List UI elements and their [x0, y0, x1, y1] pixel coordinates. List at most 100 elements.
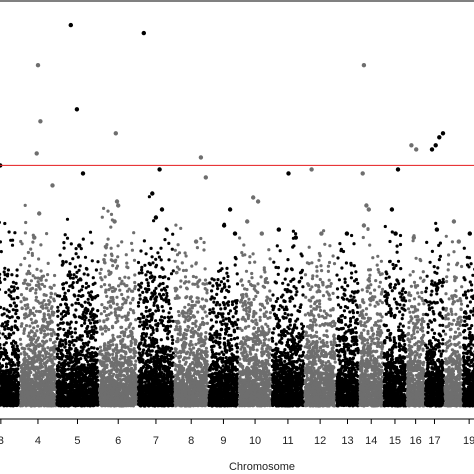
snp-point — [2, 347, 6, 351]
snp-point — [132, 390, 136, 394]
snp-point — [120, 240, 124, 244]
snp-point — [23, 353, 27, 357]
snp-point — [115, 393, 119, 397]
snp-point — [106, 403, 110, 407]
snp-point — [116, 255, 120, 259]
snp-point — [19, 324, 23, 328]
snp-point — [108, 300, 112, 304]
snp-point — [46, 332, 50, 336]
snp-point — [73, 327, 77, 331]
snp-point — [36, 336, 41, 340]
snp-point — [71, 371, 75, 375]
snp-point — [43, 284, 47, 288]
snp-point — [2, 312, 6, 316]
snp-point — [26, 250, 30, 255]
snp-point — [31, 311, 35, 315]
snp-point — [22, 350, 26, 354]
snp-point — [86, 273, 90, 277]
snp-point — [44, 293, 48, 297]
snp-point — [87, 318, 91, 322]
snp-point — [61, 386, 65, 390]
snp-point — [125, 389, 129, 393]
snp-point — [101, 381, 105, 385]
snp-point — [0, 353, 3, 357]
snp-point — [33, 386, 37, 390]
snp-point — [79, 357, 83, 361]
snp-point — [112, 372, 116, 376]
snp-point — [127, 347, 131, 351]
snp-point — [27, 395, 31, 399]
snp-point — [96, 383, 100, 387]
snp-point — [109, 364, 113, 368]
snp-point — [11, 404, 15, 408]
snp-point — [30, 321, 34, 325]
snp-point — [28, 264, 32, 268]
snp-point — [140, 271, 144, 275]
snp-point — [15, 344, 19, 348]
snp-point — [62, 380, 66, 384]
snp-point — [103, 324, 107, 328]
snp-point — [64, 303, 69, 307]
snp-point — [75, 354, 79, 358]
snp-point — [39, 331, 43, 335]
snp-point — [66, 400, 70, 404]
snp-point — [58, 294, 62, 298]
snp-point — [27, 385, 31, 389]
snp-point — [3, 273, 7, 277]
snp-point — [49, 295, 53, 299]
snp-point — [36, 367, 40, 372]
snp-point — [83, 300, 87, 304]
snp-point — [14, 308, 18, 312]
snp-point — [4, 371, 8, 375]
snp-point — [91, 307, 95, 312]
snp-point — [14, 341, 18, 345]
snp-point — [129, 402, 134, 406]
snp-point — [109, 378, 113, 382]
snp-point — [87, 347, 91, 351]
snp-point — [27, 331, 31, 335]
snp-point — [99, 312, 103, 316]
snp-point — [38, 397, 42, 401]
snp-point — [25, 272, 29, 276]
snp-point — [52, 299, 56, 303]
snp-point — [6, 385, 10, 390]
snp-point — [19, 342, 23, 346]
snp-point — [29, 279, 33, 283]
snp-point — [119, 396, 123, 400]
snp-point — [115, 374, 119, 378]
snp-point — [0, 399, 3, 403]
snp-point — [132, 258, 137, 262]
snp-point — [2, 270, 6, 274]
snp-point — [34, 371, 38, 375]
snp-point — [74, 308, 78, 312]
snp-point — [89, 382, 93, 386]
snp-point — [74, 380, 79, 385]
snp-point — [68, 326, 72, 330]
snp-point — [119, 282, 123, 286]
snp-point — [129, 339, 133, 343]
snp-point — [72, 293, 76, 297]
snp-point — [88, 230, 93, 234]
snp-point — [23, 303, 27, 307]
snp-point — [19, 379, 23, 383]
snp-point — [34, 298, 38, 302]
snp-point — [4, 290, 8, 294]
snp-point — [23, 278, 27, 282]
snp-point — [125, 265, 129, 269]
snp-point — [20, 404, 25, 408]
snp-point — [117, 306, 121, 310]
snp-point — [82, 391, 86, 395]
snp-point — [9, 380, 13, 384]
snp-point — [46, 392, 50, 396]
snp-point — [101, 368, 105, 372]
snp-point — [23, 316, 27, 320]
snp-point — [12, 331, 16, 335]
snp-point — [26, 269, 31, 273]
snp-point — [32, 306, 36, 310]
snp-point — [108, 383, 112, 387]
snp-point — [30, 380, 34, 384]
snp-point — [2, 325, 6, 329]
snp-point — [70, 403, 74, 407]
snp-point — [47, 302, 51, 306]
snp-point — [11, 308, 15, 312]
